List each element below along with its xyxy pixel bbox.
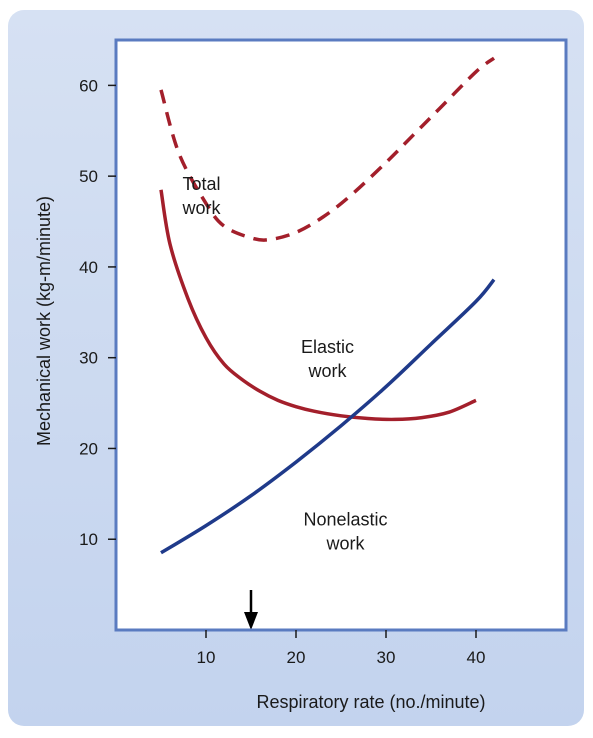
- x-tick-label: 30: [377, 648, 396, 667]
- series-layer: [159, 56, 496, 555]
- series-line-elastic-work: [159, 189, 477, 422]
- annotation-label: Elastic work: [301, 337, 354, 381]
- annotation-line: Elastic: [301, 337, 354, 357]
- x-tick-label: 40: [467, 648, 486, 667]
- annotation-line: work: [181, 198, 221, 218]
- plot-area: [116, 40, 566, 630]
- y-axis-title: Mechanical work (kg-m/minute): [34, 196, 54, 446]
- annotation-line: work: [307, 361, 347, 381]
- annotation-line: work: [325, 534, 365, 554]
- y-tick-label: 50: [79, 167, 98, 186]
- annotations: Total work Elastic work Nonelastic work: [181, 174, 387, 554]
- x-axis-title: Respiratory rate (no./minute): [256, 692, 485, 712]
- marker-layer: [244, 590, 258, 630]
- arrow-down-icon: [244, 612, 258, 630]
- y-tick-label: 10: [79, 530, 98, 549]
- x-tick-label: 10: [197, 648, 216, 667]
- annotation-line: Total: [182, 174, 220, 194]
- series-line-total-work: [159, 56, 496, 242]
- y-tick-label: 30: [79, 349, 98, 368]
- y-tick-label: 40: [79, 258, 98, 277]
- x-tick-label: 20: [287, 648, 306, 667]
- series-line-nonelastic-work: [160, 278, 496, 555]
- figure-panel: 10 20 30 40 50 60 10 20 30 40 Total work Elastic wo…: [8, 10, 584, 726]
- plot-frame: [114, 38, 568, 632]
- y-tick-label: 20: [79, 439, 98, 458]
- y-tick-label: 60: [79, 76, 98, 95]
- annotation-label: Total work: [181, 174, 221, 218]
- annotation-line: Nonelastic: [303, 510, 387, 530]
- line-chart: 10 20 30 40 50 60 10 20 30 40 Total work Elastic wo…: [34, 38, 568, 712]
- x-axis-ticks: 10 20 30 40: [197, 630, 486, 667]
- y-axis-ticks: 10 20 30 40 50 60: [79, 76, 116, 549]
- annotation-label: Nonelastic work: [303, 510, 387, 554]
